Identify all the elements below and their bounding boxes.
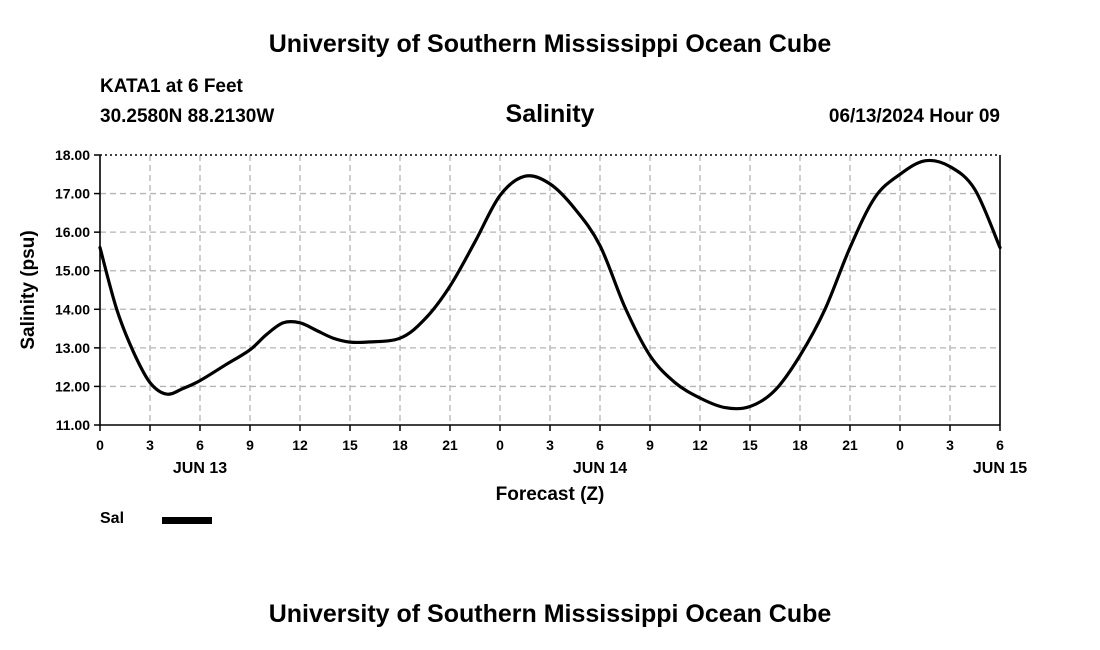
x-tick-label: 18	[392, 437, 408, 453]
y-tick-label: 17.00	[55, 186, 90, 202]
x-tick-label: 21	[442, 437, 458, 453]
x-tick-label: 12	[692, 437, 708, 453]
x-tick-label: 21	[842, 437, 858, 453]
x-tick-label: 3	[946, 437, 954, 453]
x-tick-label: 9	[646, 437, 654, 453]
forecast-run-label: 06/13/2024 Hour 09	[828, 106, 1000, 127]
day-label: JUN 14	[573, 460, 627, 477]
station-name: KATA1 at 6 Feet	[100, 76, 243, 97]
x-tick-label: 18	[792, 437, 808, 453]
page-header-top: University of Southern Mississippi Ocean…	[268, 30, 832, 58]
y-axis-title: Salinity (psu)	[18, 230, 39, 349]
x-axis-title: Forecast (Z)	[496, 484, 605, 505]
x-tick-label: 6	[196, 437, 204, 453]
legend-label-sal: Sal	[100, 510, 125, 527]
y-tick-label: 11.00	[56, 417, 90, 433]
x-tick-label: 15	[742, 437, 758, 453]
x-tick-label: 3	[546, 437, 554, 453]
grid-lines	[100, 155, 1000, 425]
x-tick-label: 0	[96, 437, 104, 453]
axis-labels: 0 3 6 9 12 15 18 21 0 3 6 9 12 15 18 21 0 3 6 11.00 12.00 13.…	[18, 147, 1027, 505]
day-label: JUN 13	[173, 460, 227, 477]
x-tick-label: 12	[292, 437, 308, 453]
y-tick-label: 15.00	[55, 263, 90, 279]
station-coordinates: 30.2580N 88.2130W	[100, 106, 275, 127]
y-tick-label: 16.00	[55, 224, 90, 240]
x-tick-label: 6	[596, 437, 604, 453]
page-header-bottom: University of Southern Mississippi Ocean…	[268, 600, 832, 628]
series-layer	[98, 158, 1002, 411]
chart-title: Salinity	[505, 100, 595, 128]
x-tick-label: 9	[246, 437, 254, 453]
y-tick-label: 18.00	[55, 147, 90, 163]
series-line-sal	[98, 158, 1002, 411]
y-tick-label: 14.00	[55, 301, 90, 317]
day-label: JUN 15	[973, 460, 1027, 477]
x-tick-label: 3	[146, 437, 154, 453]
x-tick-label: 6	[996, 437, 1004, 453]
x-tick-label: 15	[342, 437, 358, 453]
y-tick-label: 13.00	[55, 340, 90, 356]
legend-swatch-sal	[162, 517, 212, 524]
y-tick-label: 12.00	[55, 378, 90, 394]
x-tick-label: 0	[496, 437, 504, 453]
salinity-chart: 0 3 6 9 12 15 18 21 0 3 6 9 12 15 18 21 0 3 6 11.00 12.00 13.…	[18, 147, 1027, 505]
axes	[94, 154, 1001, 431]
x-tick-label: 0	[896, 437, 904, 453]
